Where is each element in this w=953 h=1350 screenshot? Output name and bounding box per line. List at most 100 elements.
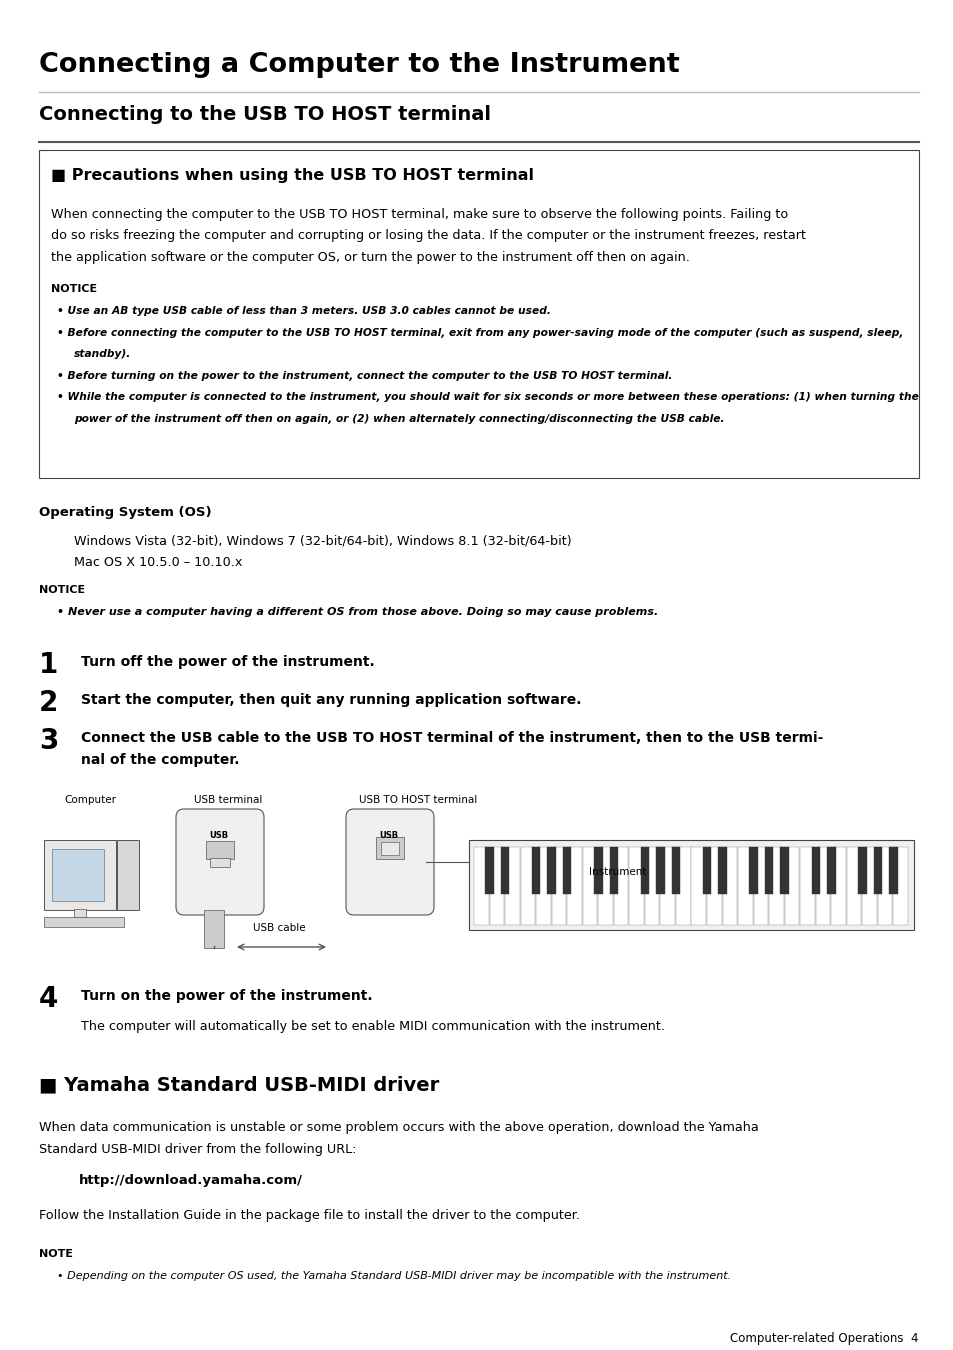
Bar — [520, 846, 535, 925]
Bar — [764, 846, 773, 894]
Bar — [532, 846, 539, 894]
Bar — [206, 841, 233, 859]
Bar — [706, 846, 720, 925]
Bar — [474, 846, 488, 925]
Text: Connect the USB cable to the USB TO HOST terminal of the instrument, then to the: Connect the USB cable to the USB TO HOST… — [81, 730, 822, 745]
Bar — [489, 846, 503, 925]
Bar — [749, 846, 757, 894]
Bar — [536, 846, 550, 925]
Text: ■ Precautions when using the USB TO HOST terminal: ■ Precautions when using the USB TO HOST… — [51, 167, 534, 184]
Bar — [598, 846, 612, 925]
FancyBboxPatch shape — [175, 809, 264, 915]
Bar — [629, 846, 643, 925]
Text: USB terminal: USB terminal — [193, 795, 262, 805]
Text: the application software or the computer OS, or turn the power to the instrument: the application software or the computer… — [51, 251, 689, 265]
Text: Computer-related Operations  4: Computer-related Operations 4 — [730, 1332, 918, 1345]
Bar — [74, 909, 86, 917]
Bar — [594, 846, 602, 894]
Bar — [800, 846, 814, 925]
Text: Follow the Installation Guide in the package file to install the driver to the c: Follow the Installation Guide in the pac… — [39, 1210, 579, 1222]
Bar — [380, 842, 398, 855]
Text: standby).: standby). — [74, 350, 132, 359]
Text: • Depending on the computer OS used, the Yamaha Standard USB-MIDI driver may be : • Depending on the computer OS used, the… — [57, 1270, 730, 1281]
Bar — [504, 846, 519, 925]
Bar — [862, 846, 876, 925]
Bar — [811, 846, 820, 894]
Bar — [702, 846, 711, 894]
Text: Turn on the power of the instrument.: Turn on the power of the instrument. — [81, 990, 373, 1003]
Text: Computer: Computer — [64, 795, 116, 805]
Bar — [567, 846, 581, 925]
Bar — [44, 840, 116, 910]
Bar — [52, 849, 104, 900]
Bar — [738, 846, 752, 925]
Bar — [721, 846, 737, 925]
Bar — [857, 846, 865, 894]
Text: Turn off the power of the instrument.: Turn off the power of the instrument. — [81, 655, 375, 670]
Bar — [691, 846, 705, 925]
Text: USB: USB — [379, 832, 398, 840]
Bar — [826, 846, 835, 894]
Bar — [500, 846, 509, 894]
Text: Windows Vista (32-bit), Windows 7 (32-bit/64-bit), Windows 8.1 (32-bit/64-bit): Windows Vista (32-bit), Windows 7 (32-bi… — [74, 535, 571, 547]
Text: Connecting to the USB TO HOST terminal: Connecting to the USB TO HOST terminal — [39, 105, 491, 124]
FancyBboxPatch shape — [346, 809, 434, 915]
Text: power of the instrument off then on again, or (2) when alternately connecting/di: power of the instrument off then on agai… — [74, 414, 723, 424]
Bar — [830, 846, 845, 925]
Text: • Before turning on the power to the instrument, connect the computer to the USB: • Before turning on the power to the ins… — [57, 371, 672, 381]
Bar — [780, 846, 788, 894]
Bar — [485, 846, 494, 894]
Bar — [676, 846, 690, 925]
Text: nal of the computer.: nal of the computer. — [81, 753, 239, 767]
Text: When connecting the computer to the USB TO HOST terminal, make sure to observe t: When connecting the computer to the USB … — [51, 208, 787, 221]
Bar — [204, 910, 224, 948]
Text: Connecting a Computer to the Instrument: Connecting a Computer to the Instrument — [39, 53, 679, 78]
Text: NOTICE: NOTICE — [51, 285, 97, 294]
Bar — [768, 846, 783, 925]
Bar — [893, 846, 907, 925]
Bar — [659, 846, 675, 925]
Text: • Use an AB type USB cable of less than 3 meters. USB 3.0 cables cannot be used.: • Use an AB type USB cable of less than … — [57, 306, 550, 316]
Bar — [551, 846, 566, 925]
Bar — [718, 846, 726, 894]
Bar — [846, 846, 861, 925]
Bar — [469, 840, 913, 930]
Bar — [784, 846, 799, 925]
Text: NOTICE: NOTICE — [39, 585, 85, 595]
Bar — [753, 846, 767, 925]
Text: • While the computer is connected to the instrument, you should wait for six sec: • While the computer is connected to the… — [57, 393, 918, 402]
Text: USB cable: USB cable — [253, 923, 305, 933]
Bar — [656, 846, 664, 894]
Text: • Never use a computer having a different OS from those above. Doing so may caus: • Never use a computer having a differen… — [57, 608, 658, 617]
Bar — [562, 846, 571, 894]
Text: NOTE: NOTE — [39, 1249, 73, 1260]
Text: USB: USB — [210, 832, 229, 840]
Bar — [877, 846, 891, 925]
Bar — [39, 150, 918, 478]
Bar — [671, 846, 679, 894]
Text: USB TO HOST terminal: USB TO HOST terminal — [358, 795, 476, 805]
Bar — [117, 840, 139, 910]
Bar — [815, 846, 829, 925]
Text: ■ Yamaha Standard USB-MIDI driver: ■ Yamaha Standard USB-MIDI driver — [39, 1075, 438, 1094]
Bar — [888, 846, 897, 894]
Text: Operating System (OS): Operating System (OS) — [39, 506, 212, 518]
Text: 1: 1 — [39, 651, 58, 679]
Text: do so risks freezing the computer and corrupting or losing the data. If the comp: do so risks freezing the computer and co… — [51, 230, 805, 243]
Text: 4: 4 — [39, 986, 58, 1012]
Bar — [210, 859, 230, 867]
Bar — [640, 846, 648, 894]
Bar — [547, 846, 556, 894]
Bar — [375, 837, 403, 859]
Text: Start the computer, then quit any running application software.: Start the computer, then quit any runnin… — [81, 693, 581, 707]
Bar — [644, 846, 659, 925]
Text: http://download.yamaha.com/: http://download.yamaha.com/ — [79, 1174, 303, 1187]
Text: When data communication is unstable or some problem occurs with the above operat: When data communication is unstable or s… — [39, 1120, 758, 1134]
Bar — [609, 846, 618, 894]
Bar — [873, 846, 882, 894]
Text: Standard USB-MIDI driver from the following URL:: Standard USB-MIDI driver from the follow… — [39, 1142, 356, 1156]
Text: 2: 2 — [39, 688, 58, 717]
Text: Mac OS X 10.5.0 – 10.10.x: Mac OS X 10.5.0 – 10.10.x — [74, 555, 242, 568]
Bar — [582, 846, 597, 925]
Text: The computer will automatically be set to enable MIDI communication with the ins: The computer will automatically be set t… — [81, 1021, 664, 1033]
